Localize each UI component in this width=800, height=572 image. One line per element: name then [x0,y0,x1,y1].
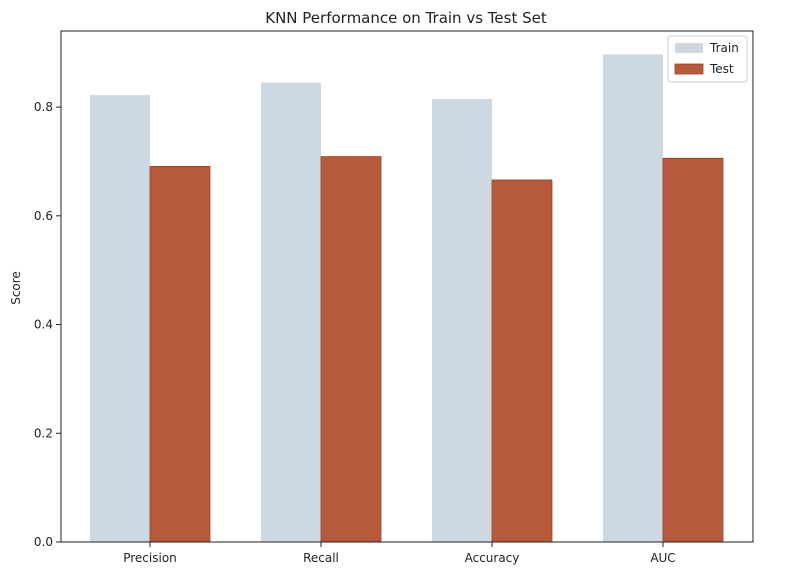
chart-title: KNN Performance on Train vs Test Set [265,9,547,27]
legend-label-train: Train [709,41,739,55]
legend-label-test: Test [709,62,734,76]
bar-train-auc [603,54,663,543]
bar-train-precision [90,95,150,543]
legend: Train Test [667,35,748,83]
x-tick-label: Recall [303,551,339,565]
y-tick-label: 0.8 [34,100,53,114]
plot-area: 0.0 0.2 0.4 0.6 0.8 Precision Recall Accuracy AU… [34,54,724,565]
bar-test-auc [662,157,724,543]
bar-test-recall [320,156,382,543]
x-tick-label: Accuracy [465,551,520,565]
y-axis-title: Score [9,271,23,305]
y-tick-label: 0.0 [34,535,53,549]
bar-train-accuracy [432,98,492,543]
bar-train-recall [261,82,321,542]
axes-frame [60,30,754,543]
x-tick-label: Precision [123,551,177,565]
y-tick-label: 0.6 [34,209,53,223]
bar-test-precision [149,165,211,543]
bar-test-accuracy [491,179,553,543]
legend-swatch-train [675,43,703,53]
y-tick-label: 0.4 [34,318,53,332]
x-tick-label: AUC [650,551,675,565]
legend-swatch-test [674,63,704,75]
y-tick-label: 0.2 [34,426,53,440]
